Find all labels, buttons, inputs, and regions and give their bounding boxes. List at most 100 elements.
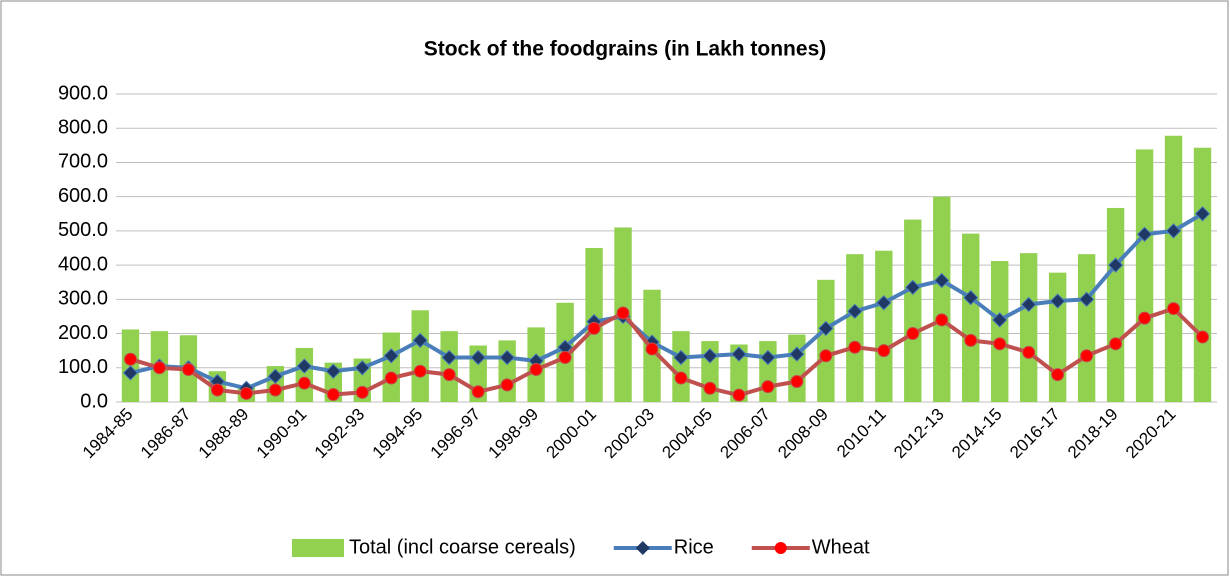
bar [730,344,748,402]
marker [1165,223,1182,239]
marker [1167,302,1181,316]
marker [354,360,370,376]
marker [1107,257,1124,273]
marker [702,348,718,364]
bar [672,331,690,402]
marker [413,364,427,378]
marker [935,313,949,327]
marker [558,351,572,365]
legend-label: Total (incl coarse cereals) [349,536,576,558]
bar [1135,149,1154,402]
bar [498,340,516,402]
marker [384,371,398,385]
marker [355,385,369,399]
marker [761,380,775,394]
marker [1049,293,1066,309]
y-tick-label: 0.0 [80,390,108,412]
marker [673,349,689,366]
bar [991,261,1009,402]
bar [846,254,864,402]
y-tick-label: 800.0 [58,117,108,139]
marker [210,383,224,397]
marker [991,312,1008,328]
bar [411,310,429,402]
marker [152,361,166,375]
marker [442,368,456,382]
marker [122,365,139,381]
bar [904,219,922,402]
bar [788,334,806,402]
bar [875,250,893,402]
marker [876,295,892,311]
marker [905,279,921,296]
marker [267,368,284,385]
marker [818,320,834,337]
y-tick-label: 500.0 [58,219,108,241]
marker [963,289,979,306]
marker [616,306,630,320]
marker [1020,296,1037,313]
marker [1078,291,1095,308]
legend-marker [635,541,650,555]
y-tick-label: 200.0 [58,322,108,344]
marker [760,349,776,366]
marker [239,386,253,400]
marker [1051,368,1065,382]
marker [383,348,399,364]
marker [1194,206,1211,222]
marker [1109,337,1123,351]
legend-marker [774,542,787,554]
marker [1022,345,1036,359]
marker [471,385,485,399]
marker [906,327,920,341]
marker [732,388,746,402]
bar [817,279,835,402]
marker [674,371,688,385]
marker [587,321,601,335]
bar [933,196,951,402]
bar [1164,135,1183,403]
y-tick-label: 900.0 [58,82,108,104]
legend-item: Rice [613,536,714,558]
marker [181,362,195,376]
marker [441,349,457,366]
marker [645,342,659,356]
marker [296,358,313,374]
legend-label: Rice [674,536,714,558]
bar [962,233,980,402]
marker [470,349,486,366]
marker [326,387,340,401]
bar [1193,147,1212,402]
legend-item: Total (incl coarse cereals) [292,536,576,558]
y-tick-label: 600.0 [58,185,108,207]
y-tick-label: 400.0 [58,253,108,275]
y-tick-label: 300.0 [58,288,108,310]
marker [123,352,137,366]
legend-swatch [292,539,344,557]
marker [847,303,863,320]
marker [1080,349,1094,363]
marker [297,376,311,390]
marker [790,374,804,388]
marker [819,349,833,363]
marker [529,362,543,376]
marker [1138,311,1152,325]
marker [412,332,428,349]
marker [325,363,342,379]
marker [731,346,747,362]
bar [1077,254,1096,402]
marker [499,349,515,366]
marker [964,333,978,347]
legend-label: Wheat [812,536,870,558]
y-tick-label: 100.0 [58,356,108,378]
marker [877,344,891,358]
marker [934,272,950,289]
bar [382,332,400,402]
chart-title: Stock of the foodgrains (in Lakh tonnes) [424,38,827,61]
marker [1136,226,1153,243]
bar [1106,207,1125,402]
marker [1196,330,1210,344]
bar [295,347,314,402]
marker [848,340,862,354]
